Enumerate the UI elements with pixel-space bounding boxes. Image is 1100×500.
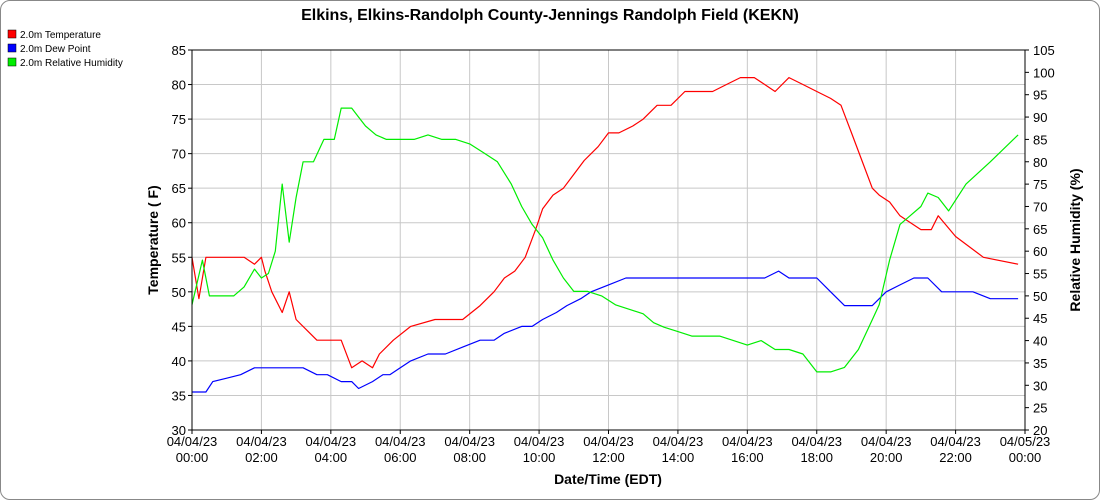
series-line-2-0m-temperature [191,76,1019,369]
y-tick-label-left: 35 [172,388,186,403]
legend-swatch-temperature [7,29,17,39]
legend-swatch-dew-point [7,43,17,53]
x-tick-label-time: 10:00 [523,450,556,465]
x-tick-label-date: 04/04/23 [583,434,634,449]
y-tick-label-left: 50 [172,285,186,300]
x-tick-label-date: 04/04/23 [722,434,773,449]
x-tick-label-time: 02:00 [245,450,278,465]
y-tick-label-right: 95 [1033,88,1047,103]
y-tick-label-left: 55 [172,250,186,265]
x-tick-label-time: 12:00 [592,450,625,465]
series-line-2-0m-relative-humidity [191,107,1019,373]
x-tick-label-date: 04/04/23 [653,434,704,449]
x-tick-label-time: 18:00 [800,450,833,465]
y-tick-label-right: 105 [1033,43,1055,58]
y-tick-label-left: 75 [172,112,186,127]
x-axis-label: Date/Time (EDT) [554,471,662,487]
x-tick-label-time: 06:00 [384,450,417,465]
y-tick-label-right: 60 [1033,244,1047,259]
x-tick-label-date: 04/04/23 [861,434,912,449]
y-tick-label-left: 70 [172,147,186,162]
y-tick-label-left: 80 [172,78,186,93]
x-tick-label-time: 00:00 [1009,450,1042,465]
chart-title: Elkins, Elkins-Randolph County-Jennings … [301,7,799,24]
y-tick-label-left: 45 [172,319,186,334]
y-tick-label-right: 90 [1033,110,1047,125]
y-tick-label-right: 35 [1033,356,1047,371]
x-tick-label-time: 20:00 [870,450,903,465]
y-tick-label-left: 40 [172,354,186,369]
x-tick-label-date: 04/04/23 [375,434,426,449]
legend-swatch-relative-humidity [7,57,17,67]
y-tick-label-right: 30 [1033,378,1047,393]
x-tick-label-date: 04/05/23 [1000,434,1051,449]
series-line-2-0m-dew-point [192,270,1019,393]
y-tick-label-right: 55 [1033,267,1047,282]
x-tick-label-date: 04/04/23 [167,434,218,449]
x-tick-label-date: 04/04/23 [306,434,357,449]
x-tick-label-date: 04/04/23 [930,434,981,449]
x-tick-label-time: 16:00 [731,450,764,465]
x-tick-label-date: 04/04/23 [236,434,287,449]
y-tick-label-right: 20 [1033,423,1047,438]
x-tick-label-time: 14:00 [662,450,695,465]
grid [191,49,1026,431]
y-tick-label-left: 30 [172,423,186,438]
y-tick-label-right: 80 [1033,155,1047,170]
y-tick-label-right: 45 [1033,311,1047,326]
x-tick-label-date: 04/04/23 [444,434,495,449]
y-tick-label-right: 75 [1033,177,1047,192]
y-tick-label-left: 60 [172,216,186,231]
y-tick-label-right: 40 [1033,334,1047,349]
y-axis-label-left: Temperature ( F) [145,185,161,294]
x-tick-label-time: 04:00 [315,450,348,465]
legend-label-relative-humidity: 2.0m Relative Humidity [20,58,123,69]
legend-label-dew-point: 2.0m Dew Point [20,44,91,55]
x-tick-label-time: 08:00 [453,450,486,465]
y-axis-label-right: Relative Humidity (%) [1067,168,1083,311]
y-tick-label-right: 70 [1033,199,1047,214]
legend-label-temperature: 2.0m Temperature [20,30,101,41]
x-tick-label-time: 22:00 [939,450,972,465]
series-lines [191,76,1019,393]
y-tick-label-right: 25 [1033,401,1047,416]
y-tick-label-right: 50 [1033,289,1047,304]
y-tick-label-right: 85 [1033,132,1047,147]
y-tick-label-right: 100 [1033,65,1055,80]
y-tick-label-left: 65 [172,181,186,196]
axis-ticks: 30 35 40 45 50 55 60 65 70 75 80 85 20 25 30 35 40 45 50 55… [167,43,1055,465]
x-tick-label-time: 00:00 [176,450,209,465]
legend: 2.0m Temperature 2.0m Dew Point 2.0m Rel… [7,29,123,69]
y-tick-label-right: 65 [1033,222,1047,237]
y-tick-label-left: 85 [172,43,186,58]
x-tick-label-date: 04/04/23 [791,434,842,449]
x-tick-label-date: 04/04/23 [514,434,565,449]
